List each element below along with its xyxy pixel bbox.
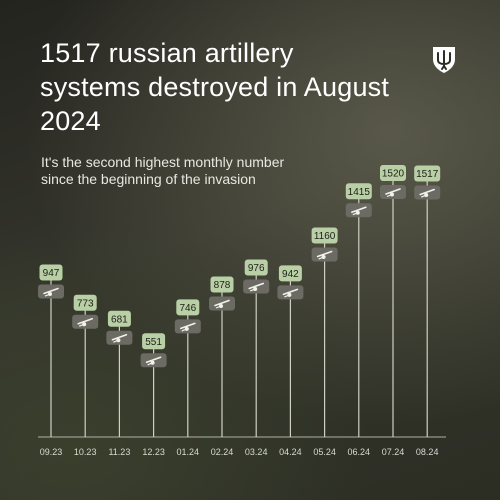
value-label-box <box>345 183 372 200</box>
x-tick-label: 08.24 <box>416 447 439 457</box>
value-label-box <box>210 276 234 293</box>
value-label: 942 <box>282 269 299 280</box>
artillery-gun-icon <box>43 287 59 297</box>
x-tick-label: 03.24 <box>245 447 268 457</box>
value-label-box <box>244 259 268 276</box>
bar-05.24: 1160 05.24 <box>311 227 338 457</box>
page-subtitle: It's the second highest monthly number s… <box>41 154 285 187</box>
x-tick-label: 11.23 <box>108 447 130 457</box>
x-tick-label: 09.23 <box>40 447 63 457</box>
value-label-box <box>73 294 97 311</box>
artillery-gun-icon <box>180 322 196 332</box>
bar-12.23: 551 12.23 <box>140 333 167 457</box>
artillery-gun-icon <box>111 333 128 343</box>
bar-10.23: 773 10.23 <box>72 294 99 457</box>
x-tick-label: 06.24 <box>348 447 371 457</box>
value-label: 746 <box>179 303 196 314</box>
x-tick-label: 01.24 <box>177 447 200 457</box>
artillery-gun-icon <box>419 188 436 198</box>
value-label: 1520 <box>382 169 405 180</box>
value-label: 878 <box>214 280 231 291</box>
value-label-box <box>278 265 302 282</box>
value-label: 947 <box>43 268 60 279</box>
value-label-box <box>414 165 441 182</box>
bar-08.24: 1517 08.24 <box>414 165 441 457</box>
bar-01.24: 746 01.24 <box>174 299 201 457</box>
artillery-gun-icon <box>316 250 333 260</box>
bar-06.24: 1415 06.24 <box>345 183 372 457</box>
trident-shield-icon <box>433 47 455 73</box>
value-label: 1160 <box>314 231 336 242</box>
x-tick-label: 02.24 <box>211 447 234 457</box>
artillery-gun-icon <box>77 317 93 327</box>
value-label: 773 <box>77 298 94 309</box>
bar-11.23: 681 11.23 <box>106 310 133 457</box>
x-tick-label: 10.23 <box>74 447 97 457</box>
bar-09.23: 947 09.23 <box>38 264 64 457</box>
bar-03.24: 976 03.24 <box>243 259 270 457</box>
value-label-box <box>142 333 166 350</box>
value-label-box <box>39 264 63 281</box>
artillery-gun-icon <box>282 288 299 298</box>
value-label-box <box>176 299 200 316</box>
bar-04.24: 942 04.24 <box>277 265 304 457</box>
artillery-gun-icon <box>385 188 401 198</box>
page-title: 1517 russian artillery systems destroyed… <box>40 38 390 136</box>
value-label: 681 <box>111 314 128 325</box>
value-label: 551 <box>145 337 162 348</box>
artillery-gun-icon <box>214 299 230 309</box>
x-tick-label: 05.24 <box>313 447 336 457</box>
bar-07.24: 1520 07.24 <box>380 165 406 457</box>
value-label-box <box>311 227 338 244</box>
value-label-box <box>380 165 406 181</box>
value-label: 976 <box>248 263 265 274</box>
value-label: 1517 <box>416 169 439 180</box>
x-tick-label: 07.24 <box>382 447 405 457</box>
x-tick-label: 04.24 <box>279 447 302 457</box>
artillery-gun-icon <box>248 282 265 292</box>
x-tick-label: 12.23 <box>142 447 165 457</box>
artillery-gun-icon <box>350 206 367 216</box>
artillery-gun-icon <box>145 356 162 366</box>
bar-02.24: 878 02.24 <box>209 276 235 457</box>
value-label-box <box>107 310 131 327</box>
value-label: 1415 <box>348 187 371 198</box>
